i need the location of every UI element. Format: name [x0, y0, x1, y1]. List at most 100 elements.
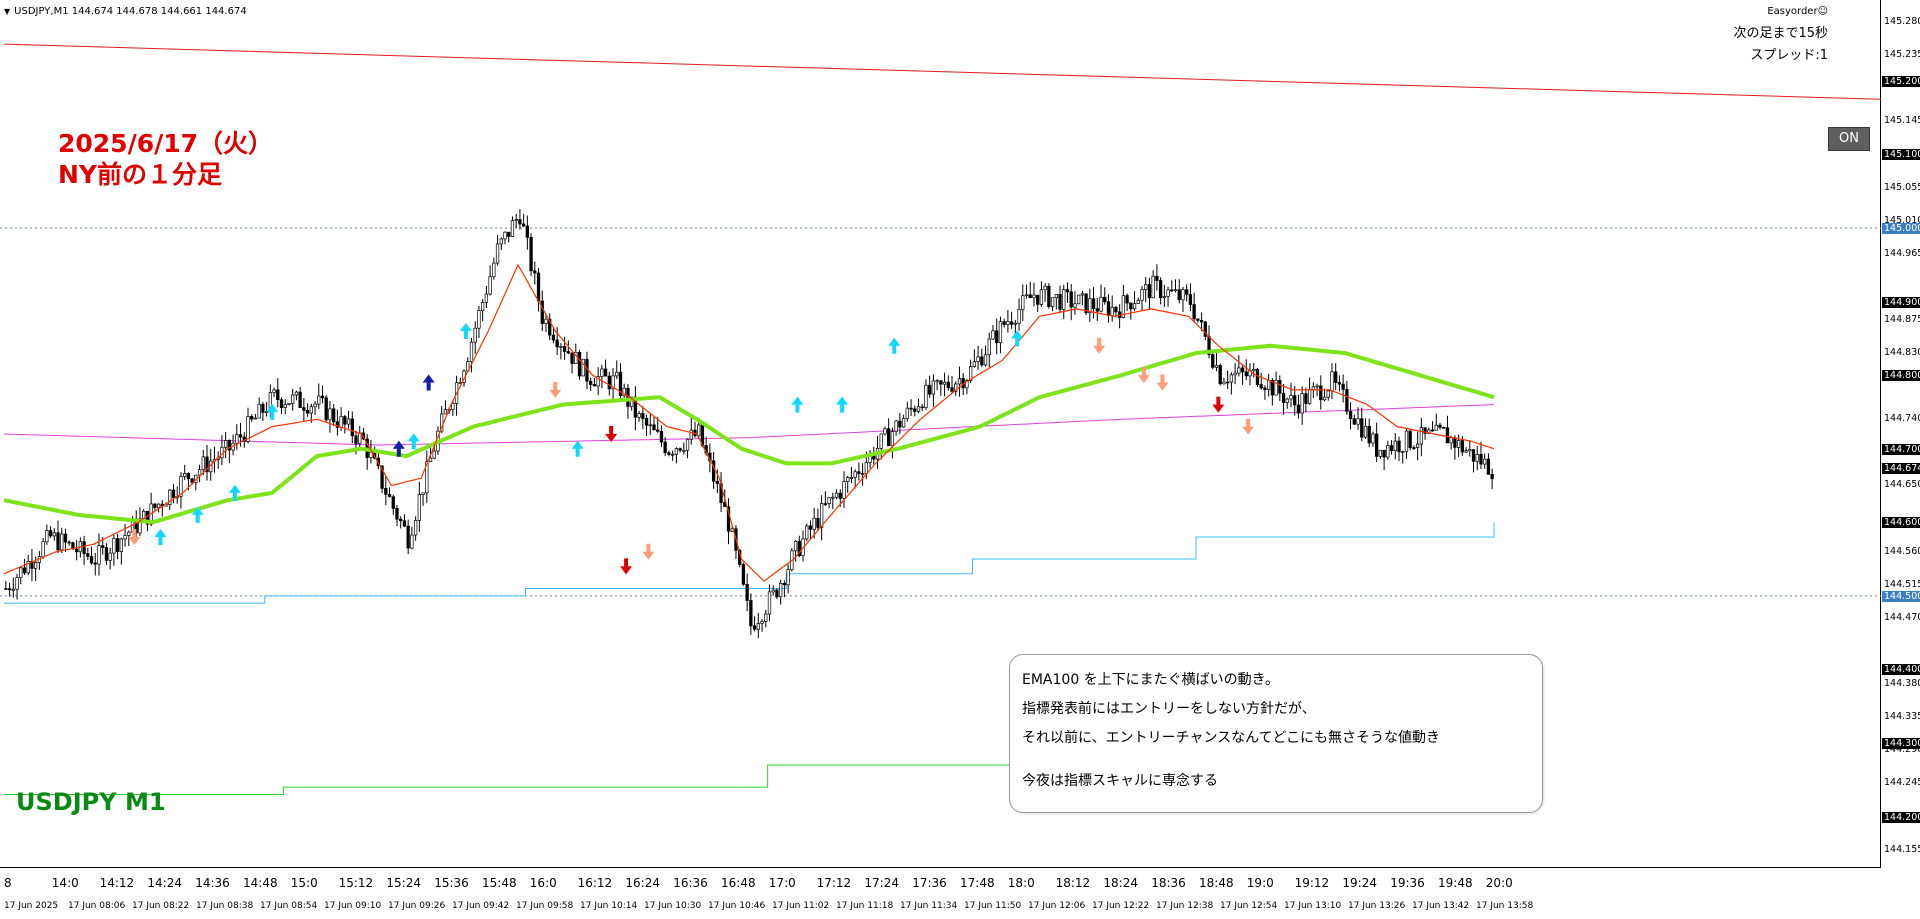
- candle-body: [548, 318, 552, 336]
- candle-body: [1352, 418, 1356, 425]
- arrow-down-icon: [1212, 396, 1225, 413]
- time-tick: 18:36: [1151, 876, 1186, 890]
- time-tick: 20:0: [1485, 876, 1513, 890]
- time-axis[interactable]: 8 14:0 14:12 14:24 14:36 14:48 15:0 15:12 15:24 1…: [0, 868, 1920, 919]
- price-axis[interactable]: 145.280 145.235 145.200 145.145 145.100 145.0…: [1881, 0, 1920, 868]
- note-line-3: それ以前に、エントリーチャンスなんてどこにも無さそうな値動き: [1022, 730, 1441, 746]
- date-tick: 17 Jun 09:58: [516, 901, 574, 911]
- candle-body: [1002, 321, 1006, 325]
- candle-body: [246, 416, 250, 442]
- price-tick: 145.010: [1884, 214, 1920, 226]
- time-tick: 14:0: [51, 876, 79, 890]
- ema-fast-line: [3, 264, 1495, 582]
- time-tick: 19:24: [1342, 876, 1377, 890]
- candle-body: [1311, 386, 1315, 390]
- time-tick: 19:36: [1390, 876, 1425, 890]
- arrow-up-icon: [407, 433, 420, 450]
- candle-body: [34, 562, 38, 569]
- candle-body: [1456, 440, 1461, 448]
- time-tick: 15:48: [482, 876, 517, 890]
- candle-body: [294, 391, 299, 396]
- triangle-down-icon[interactable]: ▼: [4, 7, 11, 16]
- price-plot[interactable]: [0, 0, 1881, 868]
- candle-body: [659, 430, 664, 443]
- candle-body: [857, 471, 861, 474]
- candle-body: [954, 383, 958, 392]
- candle-body: [492, 262, 496, 278]
- price-badge: 144.674: [1882, 462, 1920, 474]
- candle-body: [980, 356, 984, 366]
- time-tick: 8: [4, 876, 12, 890]
- time-tick: 16:0: [529, 876, 557, 890]
- candle-body: [555, 339, 559, 348]
- candle-body: [1136, 299, 1140, 304]
- candle-body: [1334, 371, 1338, 383]
- candle-body: [995, 330, 999, 344]
- candle-body: [1155, 275, 1159, 281]
- candle-body: [1430, 429, 1435, 432]
- time-tick: 15:0: [290, 876, 318, 890]
- candle-body: [253, 417, 258, 420]
- candle-body: [641, 413, 645, 419]
- candle-body: [93, 562, 97, 565]
- candle-body: [797, 540, 801, 557]
- price-tick: 144.155: [1884, 843, 1920, 855]
- candle-body: [350, 418, 354, 437]
- candle-body: [469, 341, 474, 362]
- candle-body: [395, 508, 399, 520]
- price-badge: 144.300: [1882, 737, 1920, 749]
- candle-body: [343, 416, 347, 425]
- arrow-down-icon: [605, 426, 618, 442]
- spread-label: スプレッド:1: [1750, 48, 1828, 63]
- candle-body: [592, 384, 597, 387]
- candle-body: [503, 231, 507, 240]
- candle-body: [1062, 289, 1066, 310]
- arrow-up-icon: [1011, 330, 1024, 347]
- candle-body: [920, 406, 924, 409]
- candle-body: [417, 494, 421, 521]
- on-toggle-button[interactable]: ON: [1828, 127, 1870, 151]
- candle-body: [52, 532, 56, 537]
- date-tick: 17 Jun 08:06: [68, 901, 126, 911]
- candle-body: [745, 583, 749, 601]
- candle-body: [566, 351, 570, 354]
- candle-body: [630, 396, 634, 407]
- candle-body: [1091, 298, 1096, 309]
- candle-body: [1021, 295, 1025, 310]
- candle-body: [987, 338, 991, 356]
- arrow-down-icon: [128, 528, 141, 545]
- candle-body: [119, 538, 123, 552]
- session-line: NY前の１分足: [58, 160, 223, 189]
- candle-body: [272, 389, 276, 393]
- candle-body: [26, 561, 30, 574]
- candle-body: [201, 456, 205, 471]
- date-annotation: 2025/6/17（火） NY前の１分足: [58, 128, 273, 190]
- arrow-down-icon: [1137, 367, 1150, 384]
- candle-body: [1393, 440, 1397, 451]
- candle-body: [1170, 289, 1174, 292]
- candle-body: [1073, 303, 1077, 308]
- candle-body: [1375, 433, 1379, 457]
- price-badge: 144.500: [1882, 590, 1920, 602]
- candle-body: [339, 416, 343, 428]
- candle-body: [1069, 291, 1073, 308]
- candle-body: [749, 600, 753, 627]
- candle-body: [101, 545, 105, 548]
- candle-body: [514, 219, 518, 221]
- candle-body: [235, 434, 239, 444]
- date-tick: 17 Jun 08:54: [260, 901, 318, 911]
- candle-body: [1106, 301, 1111, 316]
- date-tick: 17 Jun 08:38: [196, 901, 254, 911]
- ema100-line: [3, 343, 1495, 525]
- date-tick: 17 Jun 09:26: [388, 901, 446, 911]
- candle-body: [1389, 445, 1394, 451]
- candle-body: [887, 428, 891, 447]
- candle-body: [63, 533, 68, 543]
- candle-body: [764, 613, 768, 622]
- candle-body: [1490, 474, 1494, 480]
- date-tick: 17 Jun 2025: [4, 901, 59, 911]
- candle-body: [302, 407, 306, 411]
- candle-body: [1423, 427, 1427, 434]
- chart-area[interactable]: ▼ USDJPY,M1 144.674 144.678 144.661 144.6…: [0, 0, 1881, 868]
- candle-body: [1367, 425, 1371, 444]
